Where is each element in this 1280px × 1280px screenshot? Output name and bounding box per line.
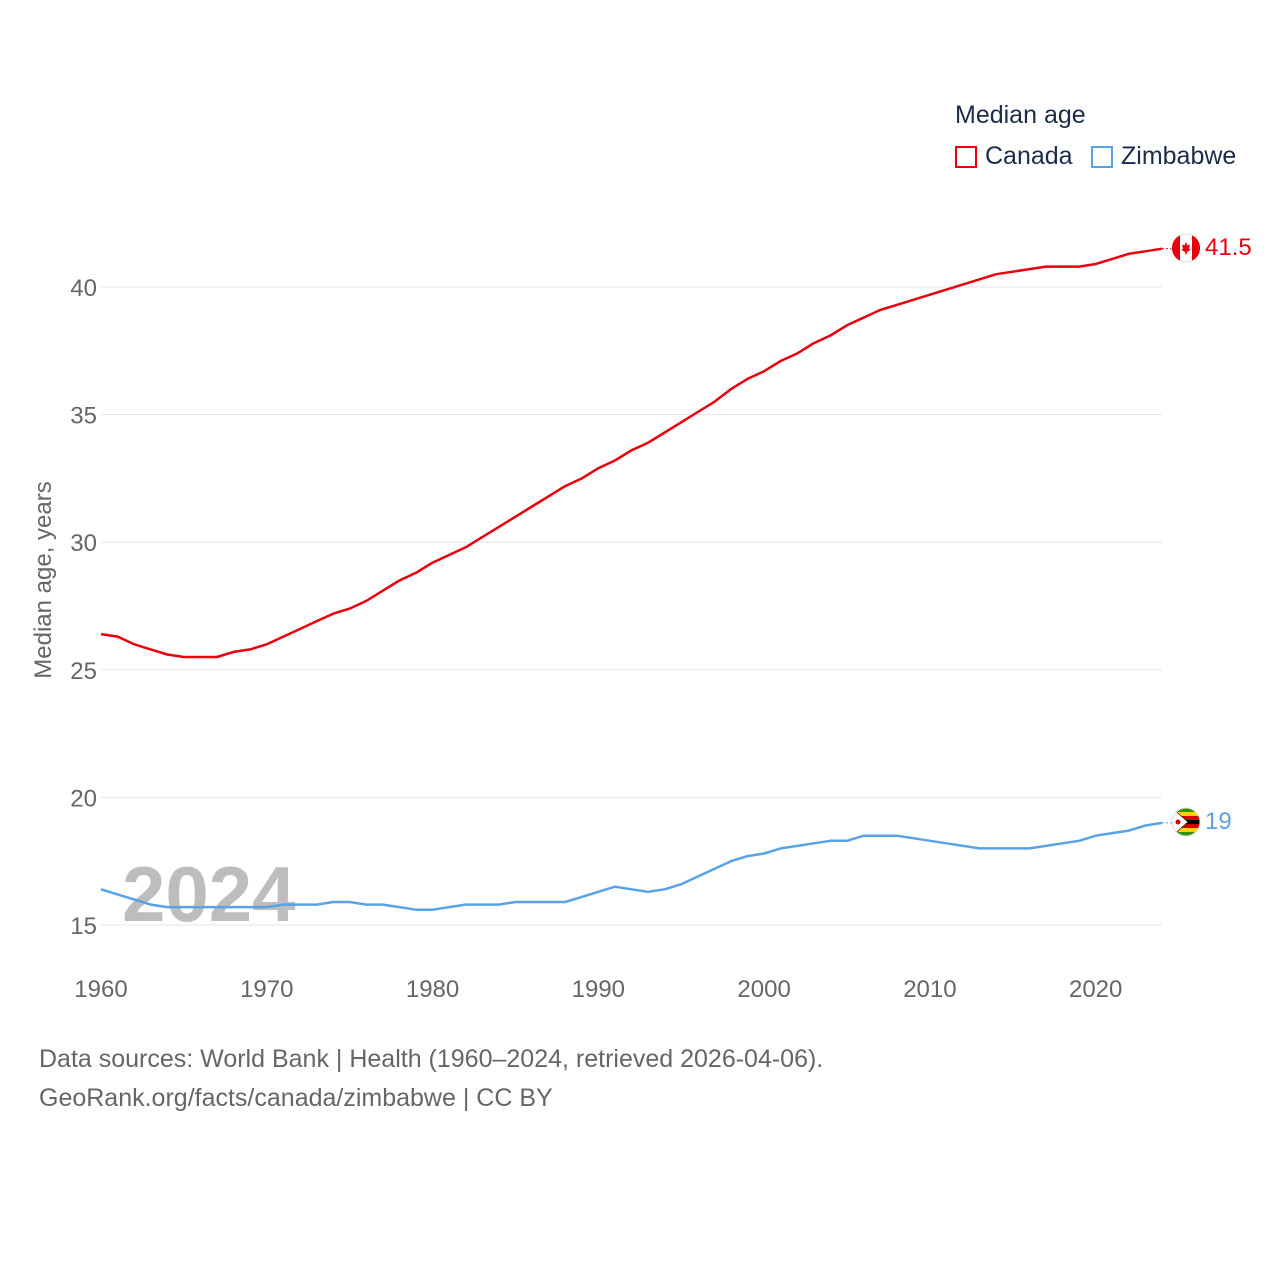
year-overlay: 2024	[122, 850, 296, 938]
canada-end-value: 41.5	[1205, 234, 1252, 261]
legend-item-zimbabwe[interactable]: Zimbabwe	[1091, 142, 1236, 171]
legend-label-canada: Canada	[985, 142, 1073, 170]
y-tick-label: 35	[70, 403, 97, 430]
series-line-canada[interactable]	[100, 247, 1163, 659]
zimbabwe-flag-icon	[1171, 807, 1201, 837]
x-tick-label: 2010	[903, 976, 956, 1003]
x-tick-label: 1990	[572, 976, 625, 1003]
x-tick-label: 2020	[1069, 976, 1122, 1003]
y-tick-label: 40	[70, 275, 97, 302]
y-axis-label: Median age, years	[30, 481, 57, 678]
y-axis-ticks: 15 20 25 30 35 40	[70, 275, 97, 940]
zimbabwe-end-value: 19	[1205, 808, 1232, 835]
x-tick-label: 1980	[406, 976, 459, 1003]
legend-label-zimbabwe: Zimbabwe	[1121, 142, 1237, 170]
legend-swatch-canada	[955, 145, 977, 168]
source-line-2: GeoRank.org/facts/canada/zimbabwe | CC B…	[39, 1084, 553, 1112]
x-tick-label: 1970	[240, 976, 293, 1003]
source-line-1: Data sources: World Bank | Health (1960–…	[39, 1045, 824, 1073]
y-tick-label: 25	[70, 658, 97, 685]
canada-flag-icon	[1171, 233, 1201, 263]
x-axis-ticks: 1960 1970 1980 1990 2000 2010 2020	[74, 976, 1122, 1003]
x-tick-label: 1960	[74, 976, 127, 1003]
legend-swatch-zimbabwe	[1091, 145, 1113, 168]
gridlines	[101, 286, 1162, 926]
series-layer	[100, 247, 1172, 911]
y-tick-label: 20	[70, 785, 97, 812]
legend-item-canada[interactable]: Canada	[955, 142, 1073, 171]
legend-title: Median age	[955, 101, 1086, 129]
x-tick-label: 2000	[737, 976, 790, 1003]
y-tick-label: 30	[70, 530, 97, 557]
y-tick-label: 15	[70, 913, 97, 940]
series-line-zimbabwe[interactable]	[100, 821, 1163, 911]
